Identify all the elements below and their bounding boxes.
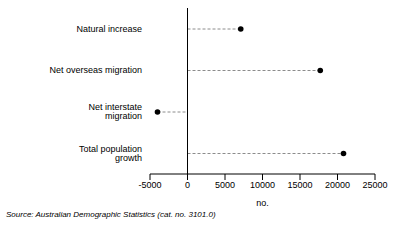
svg-text:25000: 25000 bbox=[362, 180, 387, 190]
svg-text:5000: 5000 bbox=[215, 180, 235, 190]
svg-text:-5000: -5000 bbox=[138, 180, 161, 190]
svg-text:20000: 20000 bbox=[325, 180, 350, 190]
svg-text:Natural increase: Natural increase bbox=[76, 24, 142, 34]
svg-text:no.: no. bbox=[256, 198, 269, 208]
svg-text:Net overseas migration: Net overseas migration bbox=[49, 65, 142, 75]
svg-text:15000: 15000 bbox=[287, 180, 312, 190]
svg-text:0: 0 bbox=[185, 180, 190, 190]
html-text:Source: Australian Demographic: Source: Australian Demographic Statistic… bbox=[6, 210, 216, 219]
svg-text:10000: 10000 bbox=[250, 180, 275, 190]
svg-text:Total populationgrowth: Total populationgrowth bbox=[79, 144, 142, 163]
svg-text:Net interstatemigration: Net interstatemigration bbox=[88, 102, 142, 121]
